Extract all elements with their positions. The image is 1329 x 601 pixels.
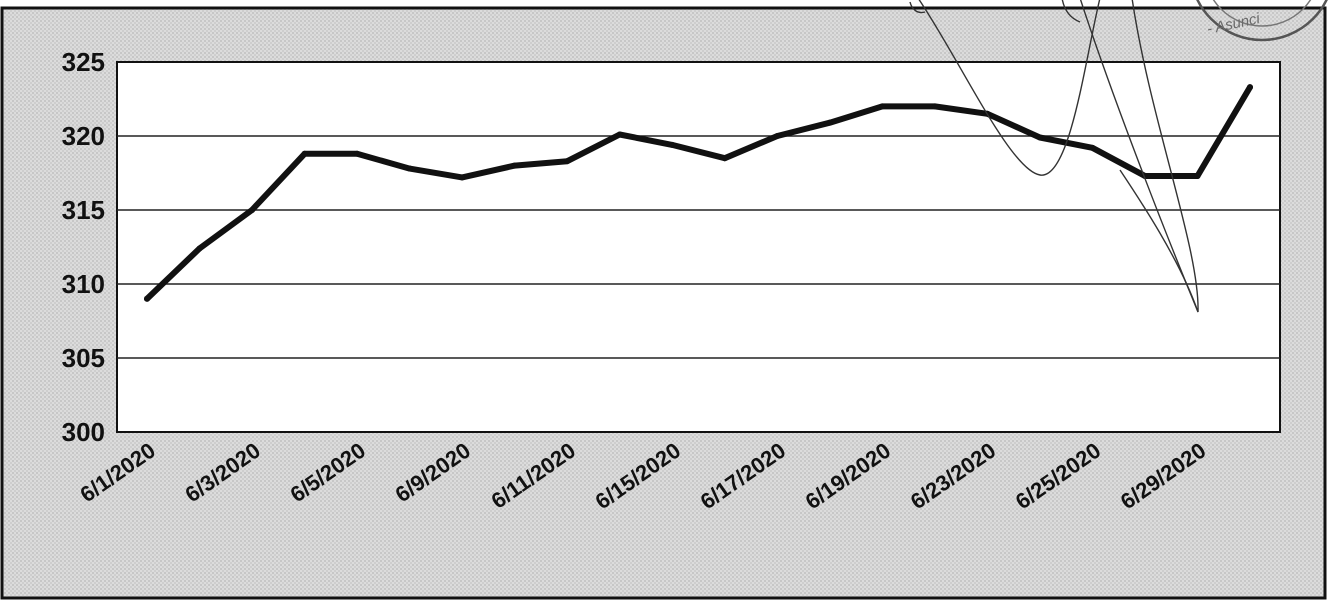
data-point [669, 141, 676, 148]
data-point [774, 133, 781, 139]
data-point [616, 131, 623, 138]
data-point [144, 295, 150, 302]
y-tick-label: 320 [62, 121, 105, 151]
data-point [1036, 134, 1043, 141]
data-point [196, 245, 203, 252]
data-point [826, 119, 833, 126]
data-point [879, 103, 886, 110]
data-point [931, 103, 938, 110]
data-point [564, 158, 571, 165]
gridlines [117, 135, 1280, 359]
y-axis-tick-labels: 300 305 310 315 320 325 [62, 47, 105, 447]
data-point [301, 150, 308, 157]
plot-area [116, 61, 1281, 433]
handwritten-signature [909, 0, 1199, 313]
data-point [459, 174, 466, 181]
y-tick-label: 310 [62, 269, 105, 299]
y-tick-label: 325 [62, 47, 105, 77]
data-point [511, 162, 518, 169]
data-point [1089, 144, 1096, 151]
data-point [406, 165, 413, 172]
y-tick-label: 315 [62, 195, 105, 225]
y-tick-label: 305 [62, 343, 105, 373]
data-point [721, 155, 728, 162]
data-point [249, 207, 256, 213]
data-point [1194, 172, 1201, 179]
data-point [1247, 84, 1253, 91]
y-tick-label: 300 [62, 417, 105, 447]
data-point [354, 150, 361, 157]
